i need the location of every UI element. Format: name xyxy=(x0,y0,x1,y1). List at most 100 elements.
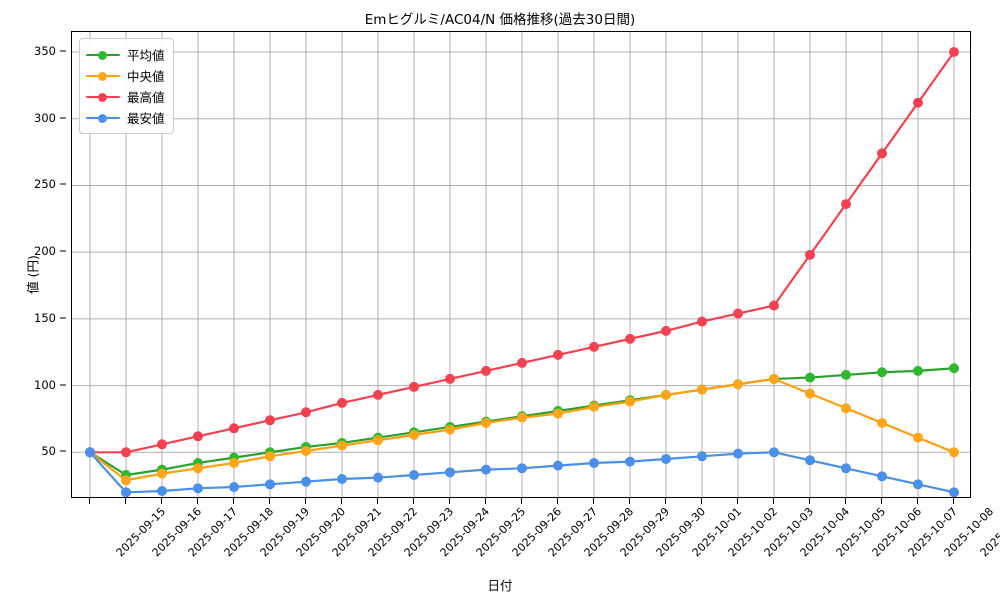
data-point xyxy=(517,412,527,423)
x-tick-mark xyxy=(773,498,774,504)
data-point xyxy=(517,357,527,368)
legend-item[interactable]: 中央値 xyxy=(86,65,165,86)
x-tick-mark xyxy=(233,498,234,504)
data-point xyxy=(661,389,671,400)
data-point xyxy=(301,476,311,487)
data-point xyxy=(481,365,491,376)
data-point xyxy=(697,451,707,462)
data-point xyxy=(769,300,779,311)
y-axis-title: 値 (円) xyxy=(25,255,41,294)
data-point xyxy=(553,349,563,360)
data-point xyxy=(733,448,743,459)
legend-item[interactable]: 平均値 xyxy=(86,44,165,65)
data-series-layer xyxy=(85,47,959,497)
y-tick-label: 200 xyxy=(34,244,56,259)
y-tick-label: 50 xyxy=(41,444,56,459)
x-tick-mark xyxy=(485,498,486,504)
x-tick-mark xyxy=(737,498,738,504)
data-point xyxy=(625,456,635,467)
x-tick-mark xyxy=(413,498,414,504)
legend-label: 最安値 xyxy=(127,111,165,126)
data-point xyxy=(229,457,239,468)
data-point xyxy=(337,440,347,451)
y-tick-mark xyxy=(60,384,66,386)
data-point xyxy=(445,467,455,478)
chart-legend: 平均値 中央値最高値最安値 xyxy=(79,38,174,134)
data-point xyxy=(697,316,707,327)
data-point xyxy=(625,396,635,407)
x-tick-mark xyxy=(629,498,630,504)
data-point xyxy=(121,447,131,458)
data-point xyxy=(661,453,671,464)
y-tick-mark xyxy=(60,250,66,252)
data-point xyxy=(229,423,239,434)
data-point xyxy=(445,373,455,384)
legend-swatch-icon xyxy=(86,111,120,125)
data-point xyxy=(517,463,527,474)
data-point xyxy=(589,457,599,468)
data-point xyxy=(949,487,959,497)
y-tick-label: 100 xyxy=(34,377,56,392)
data-point xyxy=(121,487,131,497)
data-point xyxy=(877,148,887,159)
legend-label: 最高値 xyxy=(127,90,165,105)
data-point xyxy=(409,381,419,392)
x-tick-mark xyxy=(377,498,378,504)
x-tick-mark xyxy=(809,498,810,504)
data-point xyxy=(373,435,383,446)
data-point xyxy=(949,363,959,374)
data-point xyxy=(121,475,131,486)
data-point xyxy=(265,479,275,490)
data-point xyxy=(877,367,887,378)
data-point xyxy=(229,481,239,492)
data-point xyxy=(337,397,347,408)
data-point xyxy=(589,341,599,352)
data-point xyxy=(805,388,815,399)
data-point xyxy=(841,199,851,210)
data-point xyxy=(625,333,635,344)
x-tick-mark xyxy=(917,498,918,504)
data-point xyxy=(157,468,167,479)
x-tick-mark xyxy=(305,498,306,504)
y-axis: 50 100 150 200 250 300 350 xyxy=(0,31,66,498)
data-point xyxy=(805,372,815,383)
legend-item[interactable]: 最安値 xyxy=(86,107,165,128)
y-tick-label: 250 xyxy=(34,177,56,192)
x-tick-mark xyxy=(557,498,558,504)
data-point xyxy=(949,447,959,458)
y-tick-mark xyxy=(60,117,66,119)
legend-swatch-icon xyxy=(86,90,120,104)
x-tick-mark xyxy=(161,498,162,504)
legend-item[interactable]: 最高値 xyxy=(86,86,165,107)
x-axis-ticks xyxy=(71,498,971,505)
y-tick-label: 150 xyxy=(34,310,56,325)
data-point xyxy=(841,463,851,474)
x-tick-mark xyxy=(665,498,666,504)
data-point xyxy=(913,365,923,376)
chart-title: Emヒグルミ/AC04/N 価格推移(過去30日間) xyxy=(364,12,636,28)
data-point xyxy=(733,379,743,390)
data-point xyxy=(301,407,311,418)
x-tick-mark xyxy=(449,498,450,504)
data-point xyxy=(301,445,311,456)
x-tick-mark xyxy=(881,498,882,504)
x-tick-mark xyxy=(845,498,846,504)
data-point xyxy=(481,464,491,475)
data-point xyxy=(913,432,923,443)
data-point xyxy=(949,47,959,58)
data-point xyxy=(589,401,599,412)
data-point xyxy=(193,463,203,474)
y-tick-label: 350 xyxy=(34,44,56,58)
data-point xyxy=(769,447,779,458)
data-point xyxy=(805,249,815,260)
data-point xyxy=(409,469,419,480)
x-tick-mark xyxy=(593,498,594,504)
data-point xyxy=(373,472,383,483)
plot-area xyxy=(71,31,971,498)
data-point xyxy=(877,417,887,428)
data-point xyxy=(481,417,491,428)
x-tick-mark xyxy=(953,498,954,504)
y-tick-mark xyxy=(60,50,66,52)
data-point xyxy=(553,408,563,419)
x-tick-mark xyxy=(701,498,702,504)
